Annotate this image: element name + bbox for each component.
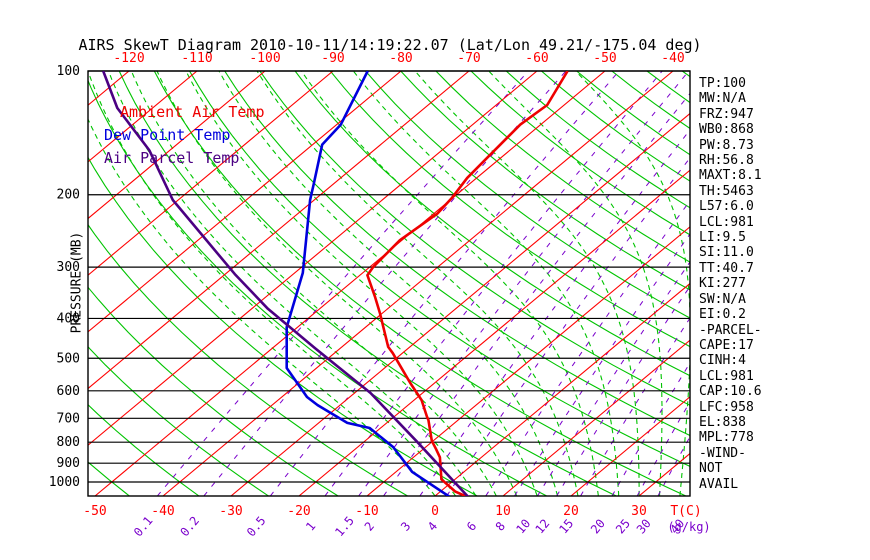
pressure-tick: 300 — [57, 260, 80, 275]
mixing-ratio-tick: 20 — [588, 516, 608, 536]
mixing-ratio-tick: 0.5 — [244, 514, 269, 540]
plot-frame — [87, 70, 691, 497]
stat-row: TT:40.7 — [699, 260, 754, 276]
mixing-ratio-tick: 2 — [362, 519, 377, 534]
stat-row: CAPE:17 — [699, 337, 754, 353]
ambient-temp-curve — [366, 71, 569, 496]
temp-tick-top: -50 — [593, 51, 616, 66]
mixing-ratio-tick: 12 — [532, 516, 552, 536]
mixing-ratio-tick: 0.2 — [177, 514, 202, 540]
pressure-tick: 200 — [57, 188, 80, 203]
stat-row: LCL:981 — [699, 368, 754, 384]
stat-row: MW:N/A — [699, 91, 746, 107]
mixing-ratio-tick: 6 — [464, 519, 479, 534]
legend-air-parcel-temp: Air Parcel Temp — [104, 149, 240, 167]
temp-tick-top: -70 — [457, 51, 480, 66]
pressure-tick: 400 — [57, 311, 80, 326]
temp-tick-bottom: 30 — [631, 504, 647, 519]
temp-unit-label: T(C) — [670, 504, 701, 519]
stat-row: L57:6.0 — [699, 199, 754, 215]
stat-row: LCL:981 — [699, 214, 754, 230]
temp-tick-bottom: 0 — [431, 504, 439, 519]
temp-tick-top: -80 — [389, 51, 412, 66]
stat-row: RH:56.8 — [699, 153, 754, 169]
stat-row: TH:5463 — [699, 183, 754, 199]
pressure-tick: 100 — [57, 64, 80, 79]
stat-row: AVAIL — [699, 476, 739, 492]
stat-row: -WIND- — [699, 445, 746, 461]
pressure-tick: 600 — [57, 384, 80, 399]
isotherms-grid — [88, 71, 690, 496]
temp-tick-top: -120 — [113, 51, 144, 66]
pressure-axis-label: PRESSURE (MB) — [69, 231, 85, 334]
stat-row: WB0:868 — [699, 122, 754, 138]
plot-legend: Ambient Air Temp Dew Point Temp Air Parc… — [104, 101, 265, 170]
mixing-ratio-labels: 0.1 0.2 0.5 1 1.5 2 3 4 6 8 10 12 15 20 25 30 40 — [131, 514, 687, 540]
stats-panel: TP:100 MW:N/A FRZ:947 WB0:868 PW:8.73 RH:56.8… — [699, 76, 762, 492]
pressure-tick: 500 — [57, 351, 80, 366]
stat-row: LFC:958 — [699, 399, 754, 415]
pressure-tick: 700 — [57, 411, 80, 426]
temp-tick-bottom: -10 — [355, 504, 378, 519]
stat-row: SW:N/A — [699, 291, 746, 307]
mixing-ratio-tick: 8 — [493, 519, 508, 534]
legend-dew-point-temp: Dew Point Temp — [104, 126, 231, 144]
mixing-ratio-tick: 1 — [303, 519, 318, 534]
temp-tick-top: -110 — [181, 51, 212, 66]
mixing-ratio-tick: 30 — [634, 516, 654, 536]
temp-tick-top: -60 — [525, 51, 548, 66]
stat-row: SI:11.0 — [699, 245, 754, 261]
stat-row: TP:100 — [699, 76, 746, 91]
stat-row: LI:9.5 — [699, 230, 746, 246]
mixing-ratio-tick: 10 — [513, 516, 533, 536]
air-parcel-curve — [101, 71, 470, 496]
temp-labels-top: -120 -110 -100 -90 -80 -70 -60 -50 -40 — [113, 51, 684, 66]
temp-tick-bottom: -50 — [83, 504, 106, 519]
mixing-ratio-unit-label: (g/kg) — [667, 520, 710, 534]
legend-ambient-air-temp: Ambient Air Temp — [104, 101, 265, 124]
stat-row: EL:838 — [699, 414, 746, 430]
stat-row: KI:277 — [699, 276, 746, 292]
stat-row: MAXT:8.1 — [699, 168, 762, 184]
stat-row: PW:8.73 — [699, 137, 754, 153]
stat-row: -PARCEL- — [699, 322, 762, 338]
temp-tick-bottom: -20 — [287, 504, 310, 519]
stat-row: EI:0.2 — [699, 307, 746, 323]
mixing-ratio-tick: 25 — [613, 516, 633, 536]
temp-tick-top: -90 — [321, 51, 344, 66]
temp-tick-bottom: -30 — [219, 504, 242, 519]
mixing-ratio-tick: 3 — [398, 519, 413, 534]
dew-point-curve — [285, 71, 451, 496]
mixing-ratio-tick: 4 — [425, 519, 440, 534]
stat-row: FRZ:947 — [699, 106, 754, 122]
stat-row: CINH:4 — [699, 353, 746, 369]
pressure-tick: 1000 — [49, 475, 80, 490]
stat-row: CAP:10.6 — [699, 384, 762, 400]
temp-tick-top: -100 — [249, 51, 280, 66]
mixing-ratio-tick: 1.5 — [332, 514, 357, 540]
legend-ambient-label: Ambient Air Temp — [120, 103, 265, 121]
temp-tick-top: -40 — [661, 51, 684, 66]
mixing-ratio-tick: 15 — [556, 516, 576, 536]
plot-title: AIRS SkewT Diagram 2010-10-11/14:19:22.0… — [78, 36, 702, 54]
stat-row: NOT — [699, 461, 723, 477]
stat-row: MPL:778 — [699, 430, 754, 446]
temp-tick-bottom: 20 — [563, 504, 579, 519]
pressure-tick: 900 — [57, 456, 80, 471]
pressure-tick: 800 — [57, 435, 80, 450]
temp-labels-bottom: -50 -40 -30 -20 -10 0 10 20 30 — [83, 504, 647, 519]
pressure-tick-labels: 100 200 300 400 500 600 700 800 900 1000 — [49, 64, 80, 490]
temp-tick-bottom: 10 — [495, 504, 511, 519]
temp-tick-bottom: -40 — [151, 504, 174, 519]
